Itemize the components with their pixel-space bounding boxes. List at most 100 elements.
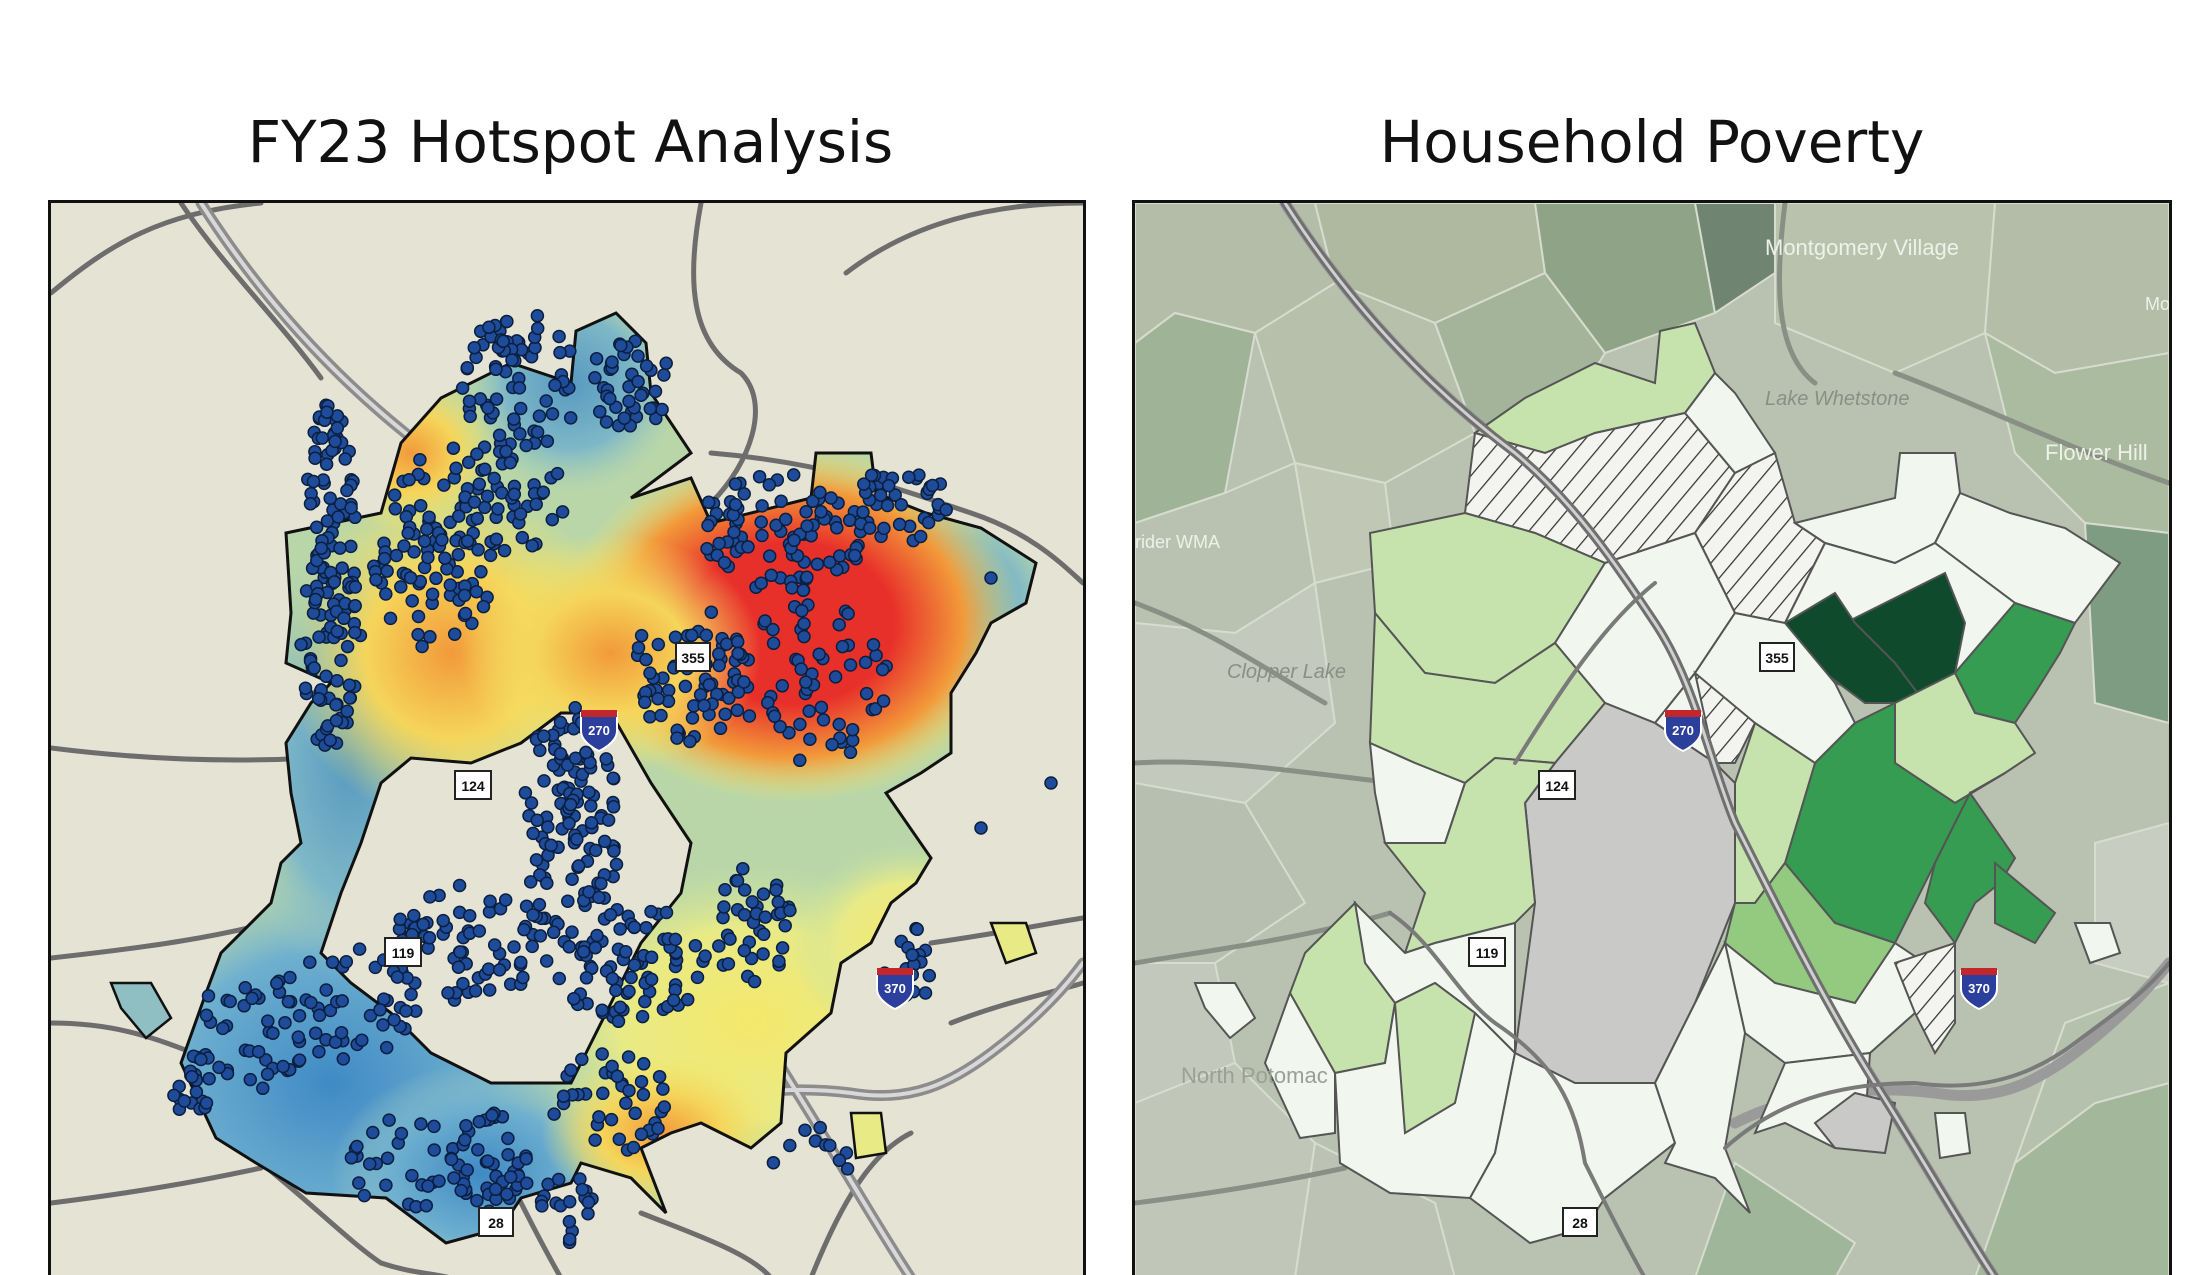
incident-point xyxy=(783,903,797,918)
incident-point xyxy=(470,511,485,526)
incident-point xyxy=(730,703,745,718)
incident-point xyxy=(491,502,505,516)
incident-point xyxy=(513,427,527,441)
incident-point xyxy=(769,883,783,897)
incident-point xyxy=(405,594,419,608)
incident-point xyxy=(568,751,583,765)
incident-point xyxy=(737,487,751,501)
route-124-shield: 124 xyxy=(1538,770,1576,800)
incident-point xyxy=(348,580,363,594)
hotspot-map-panel[interactable]: 355 270 124 119 370 28 xyxy=(48,200,1086,1275)
incident-point xyxy=(659,356,673,371)
incident-point xyxy=(407,908,421,923)
incident-point xyxy=(304,995,318,1010)
incident-point xyxy=(489,532,504,546)
incident-point xyxy=(567,991,581,1006)
incident-point xyxy=(369,573,383,587)
incident-point xyxy=(592,890,606,905)
incident-point xyxy=(455,381,470,395)
incident-point xyxy=(516,970,530,985)
incident-point xyxy=(545,407,560,421)
incident-point xyxy=(785,581,799,595)
label-clopper-lake: Clopper Lake xyxy=(1227,661,1346,683)
incident-point xyxy=(472,1114,487,1129)
incident-point xyxy=(685,711,700,725)
incident-point xyxy=(611,1014,626,1029)
incident-point xyxy=(592,1110,606,1124)
incident-point xyxy=(501,1131,515,1146)
incident-point xyxy=(407,545,421,559)
incident-point xyxy=(292,1008,307,1023)
svg-text:355: 355 xyxy=(681,650,705,666)
incident-point xyxy=(747,974,762,989)
incident-point xyxy=(323,491,337,506)
incident-point xyxy=(719,637,734,651)
incident-point xyxy=(723,932,737,946)
incident-point xyxy=(461,455,476,470)
incident-point xyxy=(417,534,432,548)
incident-point xyxy=(565,872,579,886)
incident-point xyxy=(470,447,484,461)
incident-point xyxy=(319,457,334,471)
svg-text:28: 28 xyxy=(1572,1215,1588,1231)
incident-point xyxy=(845,722,860,737)
incident-point xyxy=(731,646,745,661)
incident-point xyxy=(731,685,746,699)
incident-point xyxy=(737,883,752,897)
incident-point xyxy=(437,478,451,492)
incident-point xyxy=(756,947,770,961)
incident-point xyxy=(335,561,349,575)
label-edge: Mo xyxy=(2145,294,2169,314)
hotspot-map[interactable]: 355 270 124 119 370 28 xyxy=(51,203,1083,1275)
incident-point xyxy=(245,991,259,1006)
incident-point xyxy=(921,515,936,530)
poverty-map-panel[interactable]: Montgomery Village Lake Whetstone Flower… xyxy=(1132,200,2172,1275)
incident-point xyxy=(857,477,871,491)
incident-point xyxy=(913,529,928,544)
incident-point xyxy=(202,1071,216,1086)
incident-point xyxy=(597,834,612,849)
incident-point xyxy=(762,478,777,492)
incident-point xyxy=(519,1176,534,1190)
interstate-370-shield: 370 xyxy=(876,968,914,1011)
incident-point xyxy=(595,1003,609,1017)
route-355-shield: 355 xyxy=(1759,642,1795,672)
incident-point xyxy=(847,548,862,563)
incident-point xyxy=(596,1086,610,1101)
incident-point xyxy=(333,541,347,555)
incident-point xyxy=(422,931,437,945)
incident-point xyxy=(588,843,603,858)
incident-point xyxy=(626,1140,641,1155)
incident-point xyxy=(800,570,814,585)
incident-point xyxy=(307,661,321,675)
study-tracts xyxy=(1193,321,2122,1245)
incident-point xyxy=(500,314,514,329)
poverty-map[interactable]: Montgomery Village Lake Whetstone Flower… xyxy=(1135,203,2169,1275)
incident-point xyxy=(270,976,284,991)
incident-point xyxy=(621,1050,636,1064)
svg-text:355: 355 xyxy=(1765,650,1789,666)
incident-point xyxy=(737,675,751,689)
incident-point xyxy=(843,745,858,760)
incident-point xyxy=(717,900,731,914)
incident-point xyxy=(758,910,773,924)
incident-point xyxy=(342,678,357,692)
incident-point xyxy=(840,1162,855,1176)
incident-point xyxy=(532,409,547,423)
incident-point xyxy=(612,1132,627,1146)
incident-point xyxy=(503,455,518,470)
incident-point xyxy=(189,1085,204,1099)
incident-point xyxy=(562,1194,577,1209)
incident-point xyxy=(651,691,665,706)
incident-point xyxy=(405,1168,419,1183)
incident-point xyxy=(571,859,586,873)
incident-point xyxy=(416,917,430,932)
incident-point xyxy=(447,627,462,641)
incident-point xyxy=(308,592,323,607)
incident-point xyxy=(730,635,745,649)
incident-point xyxy=(1044,776,1058,790)
incident-point xyxy=(459,1118,473,1133)
incident-point xyxy=(452,878,467,893)
incident-point xyxy=(636,1057,651,1071)
incident-point xyxy=(613,922,627,936)
